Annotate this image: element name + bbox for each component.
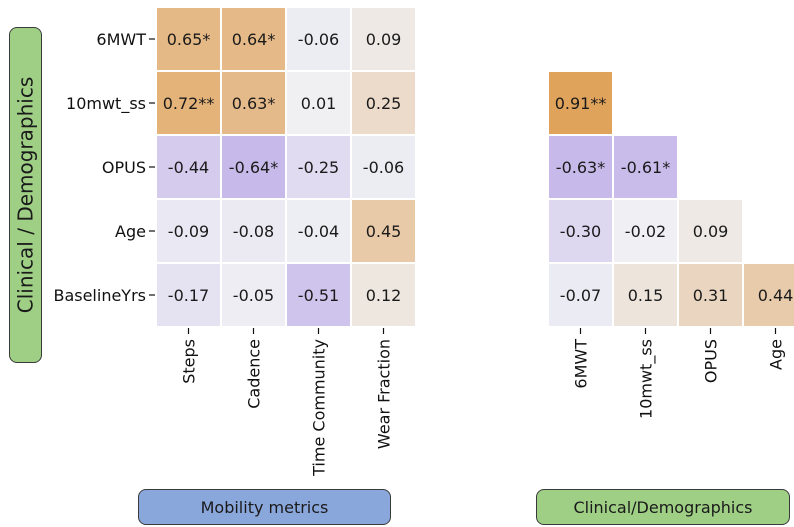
column-label: Cadence bbox=[245, 339, 264, 409]
cell-value-label: 0.63* bbox=[232, 94, 276, 113]
cell-value-label: -0.17 bbox=[168, 286, 209, 305]
mobility-metrics-label: Mobility metrics bbox=[138, 489, 391, 525]
heatmap-cell bbox=[549, 264, 612, 326]
cell-value-label: -0.44 bbox=[168, 158, 209, 177]
heatmap-cell bbox=[549, 200, 612, 262]
row-label: 10mwt_ss bbox=[66, 94, 146, 114]
heatmap-cell bbox=[352, 200, 415, 262]
cell-value-label: 0.64* bbox=[232, 30, 276, 49]
heatmap-cell bbox=[549, 136, 612, 198]
heatmap-cell bbox=[222, 8, 285, 70]
heatmap-cell bbox=[222, 72, 285, 134]
cell-value-label: -0.06 bbox=[298, 30, 339, 49]
heatmap-cell bbox=[614, 264, 677, 326]
cell-value-label: -0.09 bbox=[168, 222, 209, 241]
cell-value-label: -0.05 bbox=[233, 286, 274, 305]
cell-value-label: -0.07 bbox=[560, 286, 601, 305]
cell-value-label: -0.30 bbox=[560, 222, 601, 241]
side-label-text: Clinical / Demographics bbox=[13, 76, 38, 314]
cell-value-label: -0.25 bbox=[298, 158, 339, 177]
heatmap-cell bbox=[287, 8, 350, 70]
cell-value-label: 0.09 bbox=[693, 222, 729, 241]
clinical-demographics-side-label: Clinical / Demographics bbox=[9, 27, 42, 363]
column-label: Age bbox=[767, 339, 786, 370]
heatmap-cell bbox=[287, 200, 350, 262]
heatmap-cell bbox=[352, 72, 415, 134]
heatmap-cell bbox=[352, 264, 415, 326]
heatmap-cell bbox=[352, 8, 415, 70]
row-label: Age bbox=[115, 222, 146, 241]
column-label: 6MWT bbox=[572, 339, 591, 389]
heatmap-cell bbox=[614, 136, 677, 198]
column-label: OPUS bbox=[702, 339, 721, 383]
heatmap-cell bbox=[352, 136, 415, 198]
heatmap-cell bbox=[679, 264, 742, 326]
cell-value-label: 0.01 bbox=[301, 94, 337, 113]
cell-value-label: 0.09 bbox=[366, 30, 402, 49]
clinical-demographics-label: Clinical/Demographics bbox=[536, 489, 790, 525]
cell-value-label: 0.65* bbox=[167, 30, 211, 49]
cell-value-label: 0.15 bbox=[628, 286, 664, 305]
heatmap-cell bbox=[287, 136, 350, 198]
cell-value-label: -0.02 bbox=[625, 222, 666, 241]
heatmap-cell bbox=[614, 200, 677, 262]
heatmap-cell bbox=[222, 136, 285, 198]
heatmap-cell bbox=[157, 136, 220, 198]
column-label: Steps bbox=[180, 339, 199, 384]
cell-value-label: -0.61* bbox=[621, 158, 670, 177]
heatmap-cell bbox=[157, 264, 220, 326]
heatmap-cell bbox=[157, 8, 220, 70]
mobility-label-text: Mobility metrics bbox=[200, 497, 329, 517]
column-label: Wear Fraction bbox=[375, 339, 394, 449]
heatmap-cell bbox=[679, 200, 742, 262]
cell-value-label: 0.91** bbox=[555, 94, 607, 113]
clinical-label-text: Clinical/Demographics bbox=[573, 497, 753, 517]
cell-value-label: 0.72** bbox=[163, 94, 215, 113]
cell-value-label: 0.25 bbox=[366, 94, 402, 113]
row-label: 6MWT bbox=[96, 30, 146, 49]
cell-value-label: -0.63* bbox=[556, 158, 605, 177]
column-label: Time Community bbox=[310, 339, 329, 477]
column-label: 10mwt_ss bbox=[637, 339, 657, 419]
heatmap-cell bbox=[744, 264, 794, 326]
heatmap-cell bbox=[222, 264, 285, 326]
heatmap-cell bbox=[157, 200, 220, 262]
heatmap-cell bbox=[287, 72, 350, 134]
heatmap-cell bbox=[549, 72, 612, 134]
heatmap-cell bbox=[287, 264, 350, 326]
cell-value-label: -0.04 bbox=[298, 222, 339, 241]
cell-value-label: 0.31 bbox=[693, 286, 729, 305]
cell-value-label: -0.08 bbox=[233, 222, 274, 241]
cell-value-label: 0.45 bbox=[366, 222, 402, 241]
cell-value-label: 0.12 bbox=[366, 286, 402, 305]
heatmap-cell bbox=[222, 200, 285, 262]
heatmap-cell bbox=[157, 72, 220, 134]
row-label: OPUS bbox=[102, 158, 146, 177]
cell-value-label: 0.44 bbox=[758, 286, 794, 305]
row-label: BaselineYrs bbox=[53, 286, 146, 305]
cell-value-label: -0.06 bbox=[363, 158, 404, 177]
cell-value-label: -0.64* bbox=[229, 158, 278, 177]
cell-value-label: -0.51 bbox=[298, 286, 339, 305]
